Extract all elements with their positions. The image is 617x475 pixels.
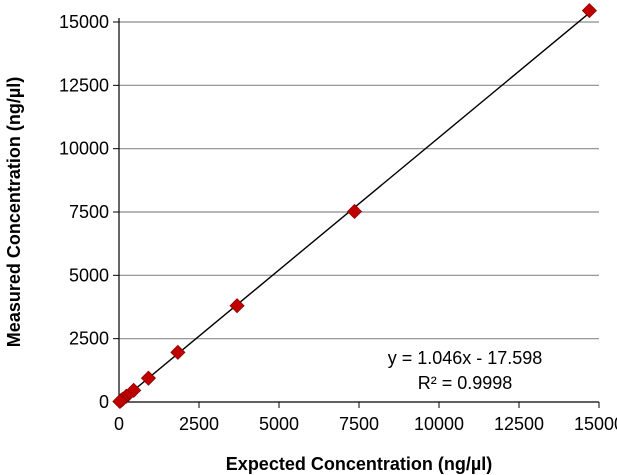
data-point [581, 3, 597, 19]
data-point [112, 393, 128, 410]
y-axis-title: Measured Concentration (ng/µl) [4, 77, 24, 347]
y-tick-label: 5000 [69, 265, 109, 285]
r-squared-label: R² = 0.9998 [418, 373, 513, 393]
y-tick-label: 2500 [69, 329, 109, 349]
tick-labels: 0 2500 5000 7500 10000 12500 15000 0 2500 5000 750… [59, 12, 617, 434]
x-axis-title: Expected Concentration (ng/µl) [226, 454, 492, 474]
x-tick-label: 12500 [494, 414, 544, 434]
data-point [229, 298, 245, 314]
x-tick-label: 15000 [574, 414, 617, 434]
x-tick-label: 2500 [179, 414, 219, 434]
x-tick-label: 7500 [339, 414, 379, 434]
x-tick-label: 5000 [259, 414, 299, 434]
y-tick-label: 7500 [69, 202, 109, 222]
data-point [170, 344, 186, 360]
x-tick-label: 10000 [414, 414, 464, 434]
y-tick-label: 0 [99, 392, 109, 412]
gridlines [119, 21, 599, 340]
data-point [346, 203, 363, 220]
data-points [112, 3, 597, 410]
y-tick-label: 10000 [59, 139, 109, 159]
y-tick-label: 12500 [59, 75, 109, 95]
data-point [140, 370, 157, 386]
trendline-equation: y = 1.046x - 17.598 [388, 348, 543, 368]
y-tick-label: 15000 [59, 12, 109, 32]
x-tick-label: 0 [114, 414, 124, 434]
